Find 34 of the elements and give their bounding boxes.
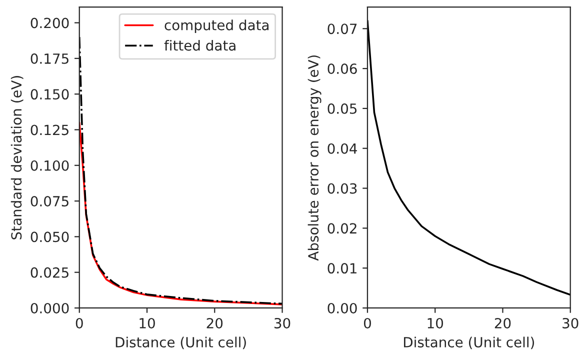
y-tick-label: 0.075: [30, 196, 68, 206]
x-axis-title: Distance (Unit cell): [116, 336, 246, 350]
y-axis-title: Standard deviation (eV): [10, 76, 24, 240]
x-tick-label: 0: [76, 318, 83, 328]
x-tick-label: 20: [494, 318, 511, 328]
x-tick-label: 30: [274, 318, 290, 328]
line-series: [367, 20, 570, 296]
x-axis-title: Distance (Unit cell): [404, 336, 534, 350]
y-tick-label: 0.150: [30, 89, 69, 100]
legend-label: computed data: [164, 20, 268, 34]
x-tick-label: 0: [364, 318, 371, 328]
y-axis-title: Absolute error on energy (eV): [308, 55, 322, 261]
y-tick-label: 0.175: [30, 53, 68, 64]
y-tick-label: 0.025: [30, 267, 68, 278]
legend-label: fitted data: [164, 40, 236, 51]
y-tick-label: 0.000: [30, 302, 69, 314]
y-tick-label: 0.07: [328, 24, 357, 34]
x-tick-label: 10: [140, 318, 155, 328]
y-tick-label: 0.02: [328, 223, 356, 234]
y-tick-label: 0.050: [30, 232, 69, 242]
y-tick-label: 0.100: [30, 160, 69, 171]
y-tick-label: 0.06: [328, 64, 357, 74]
y-tick-label: 0.03: [328, 183, 357, 194]
y-tick-label: 0.01: [328, 263, 356, 274]
x-tick-label: 30: [562, 318, 578, 328]
y-tick-label: 0.125: [30, 124, 68, 136]
line-series: [79, 36, 282, 305]
y-tick-label: 0.05: [328, 103, 357, 114]
x-tick-label: 20: [206, 318, 223, 328]
line-series: [79, 122, 282, 306]
y-tick-label: 0.04: [328, 143, 357, 154]
y-tick-label: 0.200: [30, 18, 69, 28]
x-tick-label: 10: [428, 318, 444, 328]
y-tick-label: 0.00: [328, 302, 357, 314]
